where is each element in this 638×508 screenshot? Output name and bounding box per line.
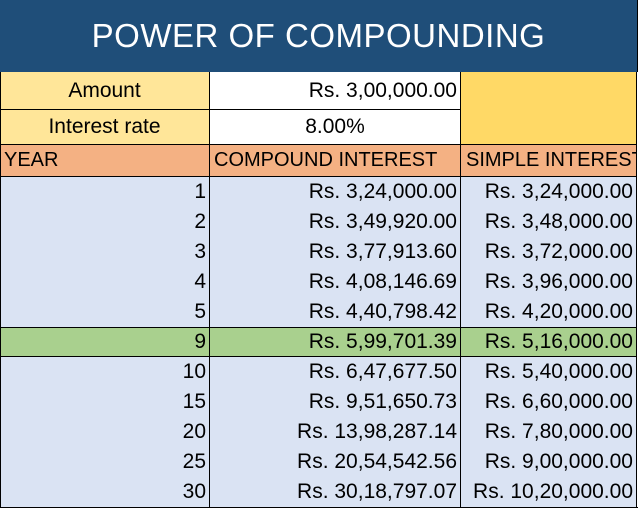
- year-cell[interactable]: 3: [0, 237, 210, 267]
- simple-interest-cell[interactable]: Rs. 3,48,000.00: [461, 207, 637, 237]
- simple-interest-cell[interactable]: Rs. 7,80,000.00: [461, 417, 637, 447]
- rate-label: Interest rate: [0, 110, 210, 145]
- rate-value-cell[interactable]: 8.00%: [210, 110, 461, 145]
- header-simple-interest: SIMPLE INTEREST: [461, 145, 637, 177]
- header-year: YEAR: [0, 145, 210, 177]
- amount-label: Amount: [0, 72, 210, 110]
- header-compound-interest: COMPOUND INTEREST: [210, 145, 461, 177]
- year-cell[interactable]: 4: [0, 267, 210, 297]
- compound-interest-cell[interactable]: Rs. 13,98,287.14: [210, 417, 461, 447]
- highlighted-compound-interest-cell[interactable]: Rs. 5,99,701.39: [210, 327, 461, 357]
- compound-interest-cell[interactable]: Rs. 20,54,542.56: [210, 447, 461, 477]
- year-cell[interactable]: 1: [0, 177, 210, 207]
- sheet-title: POWER OF COMPOUNDING: [0, 0, 638, 72]
- year-cell[interactable]: 30: [0, 477, 210, 507]
- compound-interest-cell[interactable]: Rs. 3,77,913.60: [210, 237, 461, 267]
- highlighted-year-cell[interactable]: 9: [0, 327, 210, 357]
- simple-interest-cell[interactable]: Rs. 4,20,000.00: [461, 297, 637, 327]
- compound-interest-cell[interactable]: Rs. 6,47,677.50: [210, 357, 461, 387]
- year-cell[interactable]: 2: [0, 207, 210, 237]
- amount-value-cell[interactable]: Rs. 3,00,000.00: [210, 72, 461, 110]
- simple-interest-cell[interactable]: Rs. 6,60,000.00: [461, 387, 637, 417]
- simple-interest-cell[interactable]: Rs. 5,40,000.00: [461, 357, 637, 387]
- simple-interest-cell[interactable]: Rs. 3,72,000.00: [461, 237, 637, 267]
- simple-interest-cell[interactable]: Rs. 3,96,000.00: [461, 267, 637, 297]
- year-cell[interactable]: 10: [0, 357, 210, 387]
- compound-interest-cell[interactable]: Rs. 3,24,000.00: [210, 177, 461, 207]
- compound-interest-cell[interactable]: Rs. 4,40,798.42: [210, 297, 461, 327]
- year-cell[interactable]: 25: [0, 447, 210, 477]
- compound-interest-cell[interactable]: Rs. 30,18,797.07: [210, 477, 461, 507]
- simple-interest-cell[interactable]: Rs. 10,20,000.00: [461, 477, 637, 507]
- year-cell[interactable]: 5: [0, 297, 210, 327]
- highlighted-simple-interest-cell[interactable]: Rs. 5,16,000.00: [461, 327, 637, 357]
- compound-interest-cell[interactable]: Rs. 4,08,146.69: [210, 267, 461, 297]
- compound-interest-cell[interactable]: Rs. 9,51,650.73: [210, 387, 461, 417]
- accent-cell: [461, 72, 637, 145]
- simple-interest-cell[interactable]: Rs. 3,24,000.00: [461, 177, 637, 207]
- simple-interest-cell[interactable]: Rs. 9,00,000.00: [461, 447, 637, 477]
- left-border: [0, 72, 1, 508]
- year-cell[interactable]: 15: [0, 387, 210, 417]
- compound-interest-cell[interactable]: Rs. 3,49,920.00: [210, 207, 461, 237]
- year-cell[interactable]: 20: [0, 417, 210, 447]
